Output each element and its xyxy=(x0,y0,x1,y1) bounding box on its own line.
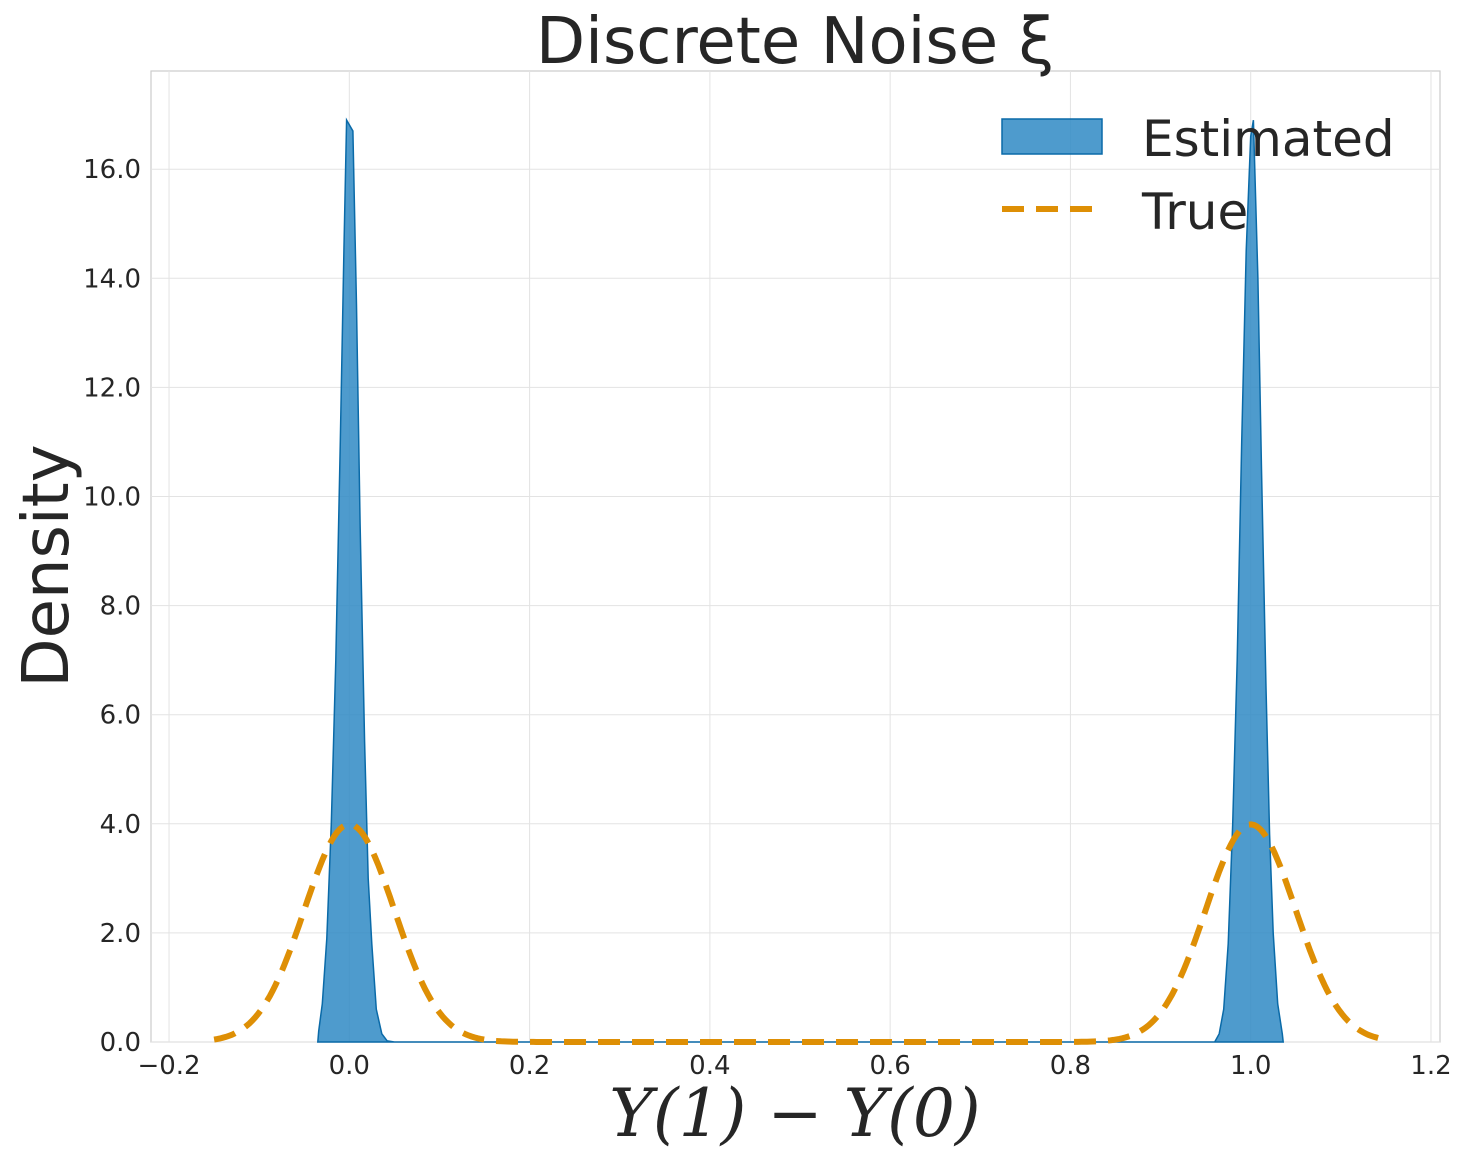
x-tick-label: 0.6 xyxy=(869,1051,910,1081)
x-tick-label: −0.2 xyxy=(137,1051,200,1081)
y-tick-label: 4.0 xyxy=(100,810,141,840)
x-tick-labels: −0.2 0.0 0.2 0.4 0.6 0.8 1.0 1.2 xyxy=(137,1051,1451,1081)
true-series xyxy=(213,821,1387,1045)
y-tick-label: 0.0 xyxy=(100,1028,141,1058)
x-tick-label: 0.4 xyxy=(689,1051,730,1081)
y-axis-label: Density xyxy=(10,444,84,687)
y-tick-labels: 0.0 2.0 4.0 6.0 8.0 10.0 12.0 14.0 16.0 xyxy=(83,155,141,1058)
y-tick-label: 14.0 xyxy=(83,264,141,294)
true-density-line xyxy=(213,821,1387,1045)
legend-estimated-label: Estimated xyxy=(1142,110,1395,168)
legend-true-label: True xyxy=(1141,183,1248,241)
y-tick-label: 10.0 xyxy=(83,482,141,512)
y-tick-label: 8.0 xyxy=(100,592,141,622)
x-tick-label: 0.2 xyxy=(509,1051,550,1081)
x-tick-label: 1.2 xyxy=(1410,1051,1451,1081)
legend: Estimated True xyxy=(1001,110,1395,241)
y-tick-label: 12.0 xyxy=(83,373,141,403)
y-tick-label: 16.0 xyxy=(83,155,141,185)
y-tick-label: 2.0 xyxy=(100,919,141,949)
legend-estimated-swatch xyxy=(1001,118,1103,155)
x-tick-label: 1.0 xyxy=(1230,1051,1271,1081)
chart-title: Discrete Noise ξ xyxy=(536,5,1054,79)
x-tick-label: 0.8 xyxy=(1050,1051,1091,1081)
x-tick-label: 0.0 xyxy=(329,1051,370,1081)
x-axis-label: Y(1) − Y(0) xyxy=(609,1075,980,1152)
y-tick-label: 6.0 xyxy=(100,701,141,731)
